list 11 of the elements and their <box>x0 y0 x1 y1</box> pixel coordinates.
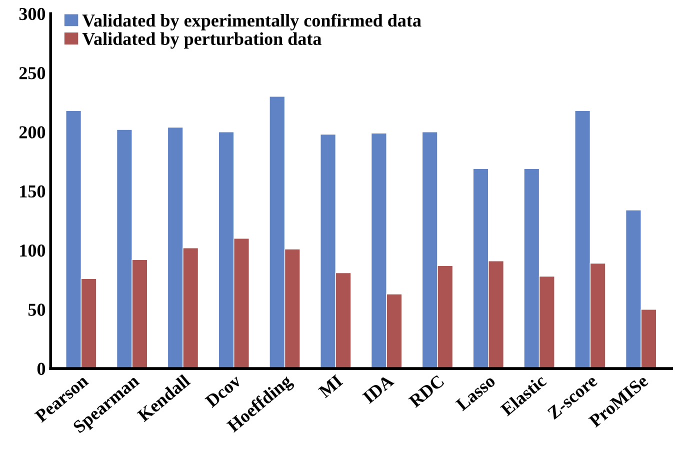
x-tick-label: IDA <box>362 374 395 404</box>
y-tick-label: 150 <box>20 185 46 198</box>
x-tick-label: MI <box>318 374 344 398</box>
y-tick-label: 50 <box>28 304 46 316</box>
y-tick-label: 300 <box>19 8 46 20</box>
legend-label: Validated by experimentally confirmed data <box>82 14 422 30</box>
y-tick-label: 0 <box>37 362 46 375</box>
y-tick-label: 100 <box>20 244 46 257</box>
y-tick-label: 250 <box>19 67 46 80</box>
legend-label: Validated by perturbation data <box>82 32 322 49</box>
y-tick-label: 200 <box>19 126 46 138</box>
